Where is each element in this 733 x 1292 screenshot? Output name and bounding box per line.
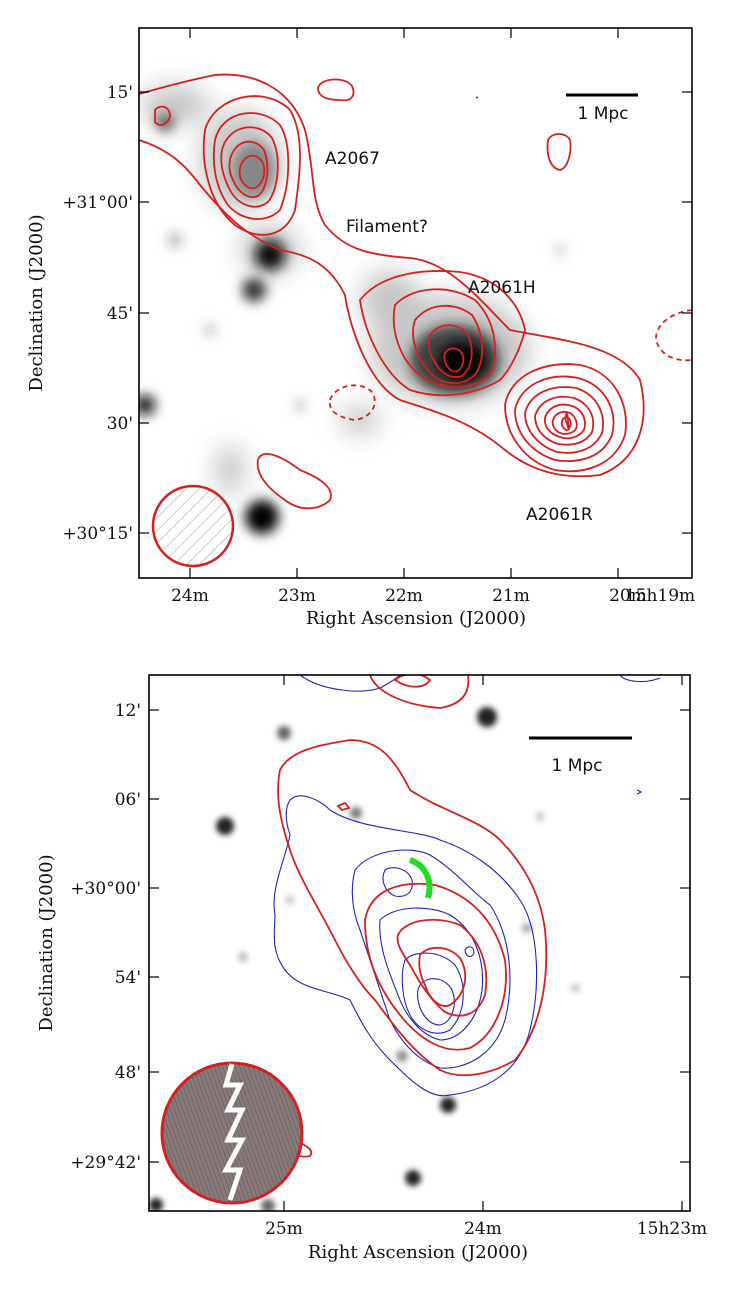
top-xtick-4: 20m (609, 586, 647, 606)
bottom-ytick-4: 48' (115, 1063, 141, 1083)
bottom-xray-contours (273, 675, 661, 1097)
top-radio-contours (139, 73, 692, 510)
bottom-ytick-2: +30°00' (70, 879, 141, 899)
relic-arc (408, 857, 433, 899)
top-xtick-0: 24m (171, 586, 209, 606)
bottom-ticks (149, 675, 690, 1211)
top-panel: 1 Mpc A2067 Filament? A2061H A2061R 24m … (26, 27, 695, 629)
top-ytick-3: 30' (107, 414, 133, 434)
bottom-ytick-3: 54' (115, 968, 141, 988)
top-xtick-5: 15h19m (625, 586, 695, 606)
top-xtick-1: 23m (278, 586, 316, 606)
top-ytick-1: +31°00' (62, 193, 133, 213)
bottom-ytick-0: 12' (115, 701, 141, 721)
bottom-panel: 1 Mpc 25m 24m 15h23m 12' 06' +30°00' 54'… (36, 674, 707, 1263)
bottom-xtick-0: 25m (265, 1219, 303, 1239)
bottom-plot-frame (148, 674, 691, 1212)
bottom-ytick-1: 06' (115, 790, 141, 810)
bottom-x-axis-title: Right Ascension (J2000) (308, 1242, 528, 1263)
top-x-axis-title: Right Ascension (J2000) (306, 608, 526, 629)
bottom-y-axis-title: Declination (J2000) (36, 854, 57, 1031)
top-ytick-0: 15' (107, 83, 133, 103)
top-ticks (139, 28, 692, 578)
bottom-xtick-1: 24m (464, 1219, 502, 1239)
top-scale-bar-label: 1 Mpc (577, 104, 628, 124)
top-xtick-2: 22m (385, 586, 423, 606)
bottom-scale-bar-label: 1 Mpc (551, 756, 602, 776)
top-xray-image (139, 28, 692, 578)
label-filament: Filament? (346, 217, 428, 237)
top-ytick-2: 45' (107, 304, 133, 324)
top-ytick-4: +30°15' (62, 524, 133, 544)
label-a2067: A2067 (325, 149, 380, 169)
beam-highlight (221, 1063, 247, 1201)
label-a2061r: A2061R (526, 505, 593, 525)
bottom-ytick-5: +29°42' (70, 1153, 141, 1173)
top-plot-frame (138, 27, 693, 579)
top-y-axis-title: Declination (J2000) (26, 214, 47, 391)
bottom-xtick-2: 15h23m (637, 1219, 707, 1239)
top-beam-ellipse (151, 484, 235, 568)
label-a2061h: A2061H (468, 278, 536, 298)
top-xtick-3: 21m (492, 586, 530, 606)
